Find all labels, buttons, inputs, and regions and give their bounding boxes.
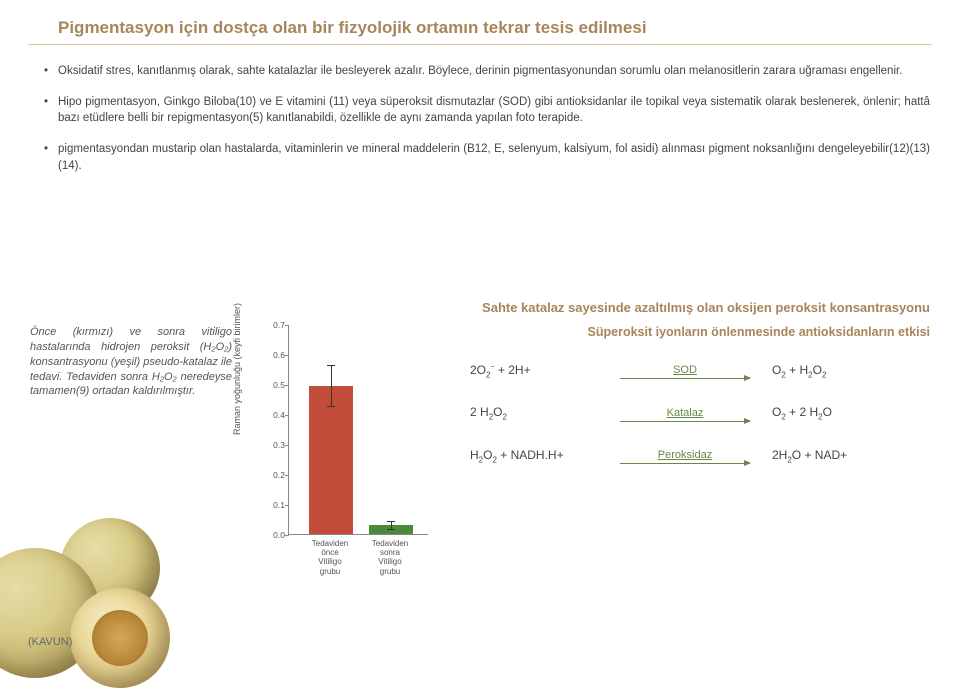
- chart-section-title: Sahte katalaz sayesinde azaltılmış olan …: [0, 300, 960, 315]
- equation-left: 2 H2O2: [470, 405, 610, 421]
- equation-arrow: Peroksidaz: [610, 449, 760, 463]
- equation-row: 2O2− + 2H+ SOD O2 + H2O2: [470, 363, 930, 379]
- y-tick-label: 0.5: [261, 380, 285, 390]
- y-tick-label: 0.1: [261, 500, 285, 510]
- x-category-label: TedavidenönceVitiligogrubu: [300, 539, 360, 576]
- x-category-label: TedavidensonraVitiligogrubu: [360, 539, 420, 576]
- bar: [309, 386, 353, 535]
- y-tick-label: 0.3: [261, 440, 285, 450]
- chart-caption: Önce (kırmızı) ve sonra vitiligo hastala…: [30, 325, 240, 399]
- y-tick-label: 0.0: [261, 530, 285, 540]
- y-tick-label: 0.2: [261, 470, 285, 480]
- plot-area: 0.00.10.20.30.40.50.60.7: [288, 325, 428, 535]
- y-axis-label: Raman yoğunluğu (keyfi birimler): [232, 303, 242, 435]
- equation-left: 2O2− + 2H+: [470, 363, 610, 379]
- error-bar: [391, 521, 392, 530]
- y-tick-label: 0.4: [261, 410, 285, 420]
- equation-left: H2O2 + NADH.H+: [470, 448, 610, 464]
- equation-arrow: Katalaz: [610, 407, 760, 421]
- equation-row: H2O2 + NADH.H+ Peroksidaz 2H2O + NAD+: [470, 448, 930, 464]
- bullet-item: Hipo pigmentasyon, Ginkgo Biloba(10) ve …: [58, 94, 930, 127]
- equation-row: 2 H2O2 Katalaz O2 + 2 H2O: [470, 405, 930, 421]
- equation-right: O2 + 2 H2O: [760, 405, 930, 421]
- equation-right: 2H2O + NAD+: [760, 448, 930, 464]
- equations-title: Süperoksit iyonların önlenmesinde antiok…: [470, 325, 930, 339]
- equation-catalyst: Peroksidaz: [658, 449, 712, 461]
- equations-panel: Süperoksit iyonların önlenmesinde antiok…: [450, 325, 930, 490]
- bullet-item: Oksidatif stres, kanıtlanmış olarak, sah…: [58, 63, 930, 80]
- equation-arrow: SOD: [610, 364, 760, 378]
- bar-chart: Raman yoğunluğu (keyfi birimler) 0.00.10…: [240, 325, 450, 585]
- error-bar: [331, 365, 332, 407]
- equation-right: O2 + H2O2: [760, 363, 930, 379]
- image-caption: (KAVUN): [28, 636, 72, 648]
- y-tick-label: 0.7: [261, 320, 285, 330]
- bullet-item: pigmentasyondan mustarip olan hastalarda…: [58, 141, 930, 174]
- equation-catalyst: SOD: [673, 364, 697, 376]
- equation-catalyst: Katalaz: [667, 407, 704, 419]
- bullet-list: Oksidatif stres, kanıtlanmış olarak, sah…: [0, 63, 960, 174]
- y-tick-label: 0.6: [261, 350, 285, 360]
- page-title: Pigmentasyon için dostça olan bir fizyol…: [28, 0, 932, 45]
